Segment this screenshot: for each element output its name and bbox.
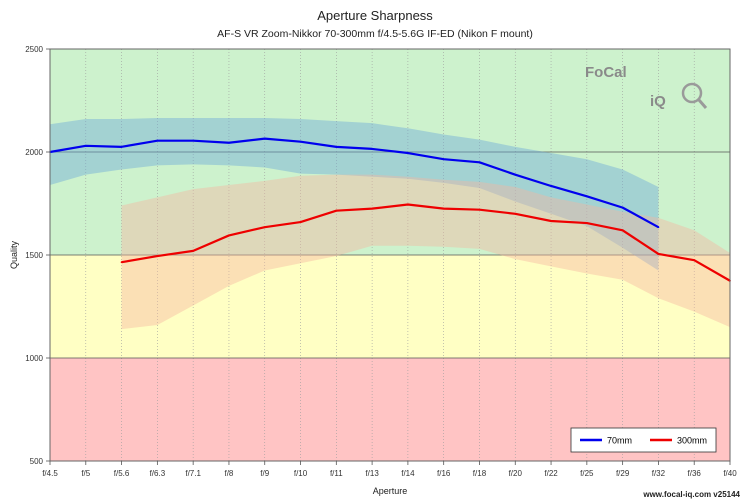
y-axis-label: Quality (9, 240, 19, 269)
series-point-70mm-15 (585, 195, 588, 198)
x-tick-label-18: f/36 (688, 469, 702, 478)
series-point-70mm-10 (406, 152, 409, 154)
focal-iq-logo: FoCal iQ (585, 64, 708, 110)
series-point-70mm-1 (84, 144, 87, 147)
series-point-300mm-12 (478, 208, 481, 211)
quality-band-1 (50, 255, 730, 358)
y-axis-ticks: 500 1000 1500 2000 2500 (25, 45, 50, 466)
x-tick-label-15: f/25 (580, 469, 594, 478)
x-tick-label-7: f/10 (294, 469, 308, 478)
legend-label-70mm: 70mm (607, 436, 632, 446)
x-tick-label-19: f/40 (723, 469, 737, 478)
logo-text-bottom: iQ (650, 93, 666, 110)
series-point-70mm-11 (442, 158, 445, 161)
x-tick-label-16: f/29 (616, 469, 630, 478)
x-tick-label-17: f/32 (652, 469, 666, 478)
series-point-70mm-16 (621, 206, 624, 209)
series-point-300mm-6 (263, 226, 266, 229)
logo-text-top: FoCal (585, 64, 627, 81)
series-point-70mm-8 (335, 145, 338, 148)
series-point-300mm-11 (442, 207, 445, 210)
legend-label-300mm: 300mm (677, 436, 707, 446)
y-tick-label-2000: 2000 (25, 148, 43, 157)
x-tick-label-5: f/8 (224, 469, 233, 478)
series-line-70mm (49, 137, 659, 229)
y-tick-label-1500: 1500 (25, 251, 43, 260)
series-point-70mm-7 (299, 140, 302, 143)
series-point-300mm-14 (550, 220, 552, 222)
series-line-300mm (121, 203, 731, 282)
x-tick-label-14: f/22 (544, 469, 558, 478)
series-point-300mm-4 (192, 249, 195, 252)
series-ranges (50, 118, 730, 330)
series-point-300mm-17 (657, 253, 660, 255)
series-point-300mm-13 (514, 212, 517, 215)
series-point-300mm-7 (299, 221, 302, 223)
watermark: www.focal-iq.com v25144 (642, 490, 740, 499)
magnifier-icon (681, 82, 703, 104)
series-point-70mm-5 (228, 141, 230, 144)
y-tick-label-500: 500 (30, 457, 44, 466)
series-point-70mm-2 (120, 145, 123, 148)
series-point-300mm-3 (156, 255, 159, 257)
series-lines (49, 137, 731, 282)
series-point-300mm-9 (371, 207, 374, 210)
series-point-70mm-14 (550, 185, 552, 187)
series-point-70mm-4 (192, 139, 195, 142)
series-point-70mm-9 (371, 148, 374, 150)
series-point-300mm-10 (406, 203, 409, 206)
series-range-300mm (121, 174, 730, 330)
series-point-70mm-17 (657, 226, 660, 229)
y-tick-label-1000: 1000 (25, 354, 43, 363)
series-point-70mm-13 (514, 173, 517, 176)
series-point-300mm-5 (228, 234, 230, 237)
series-point-300mm-16 (621, 229, 624, 232)
legend-box (570, 427, 717, 453)
x-tick-label-13: f/20 (509, 469, 523, 478)
chart-subtitle: AF-S VR Zoom-Nikkor 70-300mm f/4.5-5.6G … (217, 28, 533, 40)
magnifier-handle-icon (697, 99, 708, 109)
x-tick-label-3: f/6.3 (150, 469, 166, 478)
x-tick-label-0: f/4.5 (42, 469, 58, 478)
x-tick-label-2: f/5.6 (114, 469, 130, 478)
x-tick-label-1: f/5 (81, 469, 90, 478)
series-point-300mm-18 (693, 259, 696, 262)
x-tick-label-6: f/9 (260, 469, 269, 478)
x-tick-label-9: f/13 (365, 469, 379, 478)
chart-title: Aperture Sharpness (317, 8, 433, 23)
x-axis-ticks: f/4.5 f/5 f/5.6 f/6.3 f/7.1 f/8 f/9 f/10 f/11 f/1… (42, 461, 737, 478)
x-axis-label: Aperture (373, 486, 408, 496)
series-point-70mm-6 (263, 137, 266, 140)
y-tick-label-2500: 2500 (25, 45, 43, 54)
series-range-70mm (50, 118, 659, 271)
legend: 70mm 300mm (570, 427, 717, 453)
series-point-70mm-3 (156, 139, 159, 142)
x-tick-label-8: f/11 (330, 469, 343, 478)
series-point-300mm-8 (335, 209, 338, 212)
series-point-300mm-15 (585, 222, 588, 224)
x-tick-label-10: f/14 (401, 469, 415, 478)
series-point-300mm-2 (120, 261, 123, 264)
x-tick-label-11: f/16 (437, 469, 451, 478)
x-tick-label-4: f/7.1 (185, 469, 201, 478)
series-point-70mm-12 (478, 161, 481, 164)
x-tick-label-12: f/18 (473, 469, 487, 478)
